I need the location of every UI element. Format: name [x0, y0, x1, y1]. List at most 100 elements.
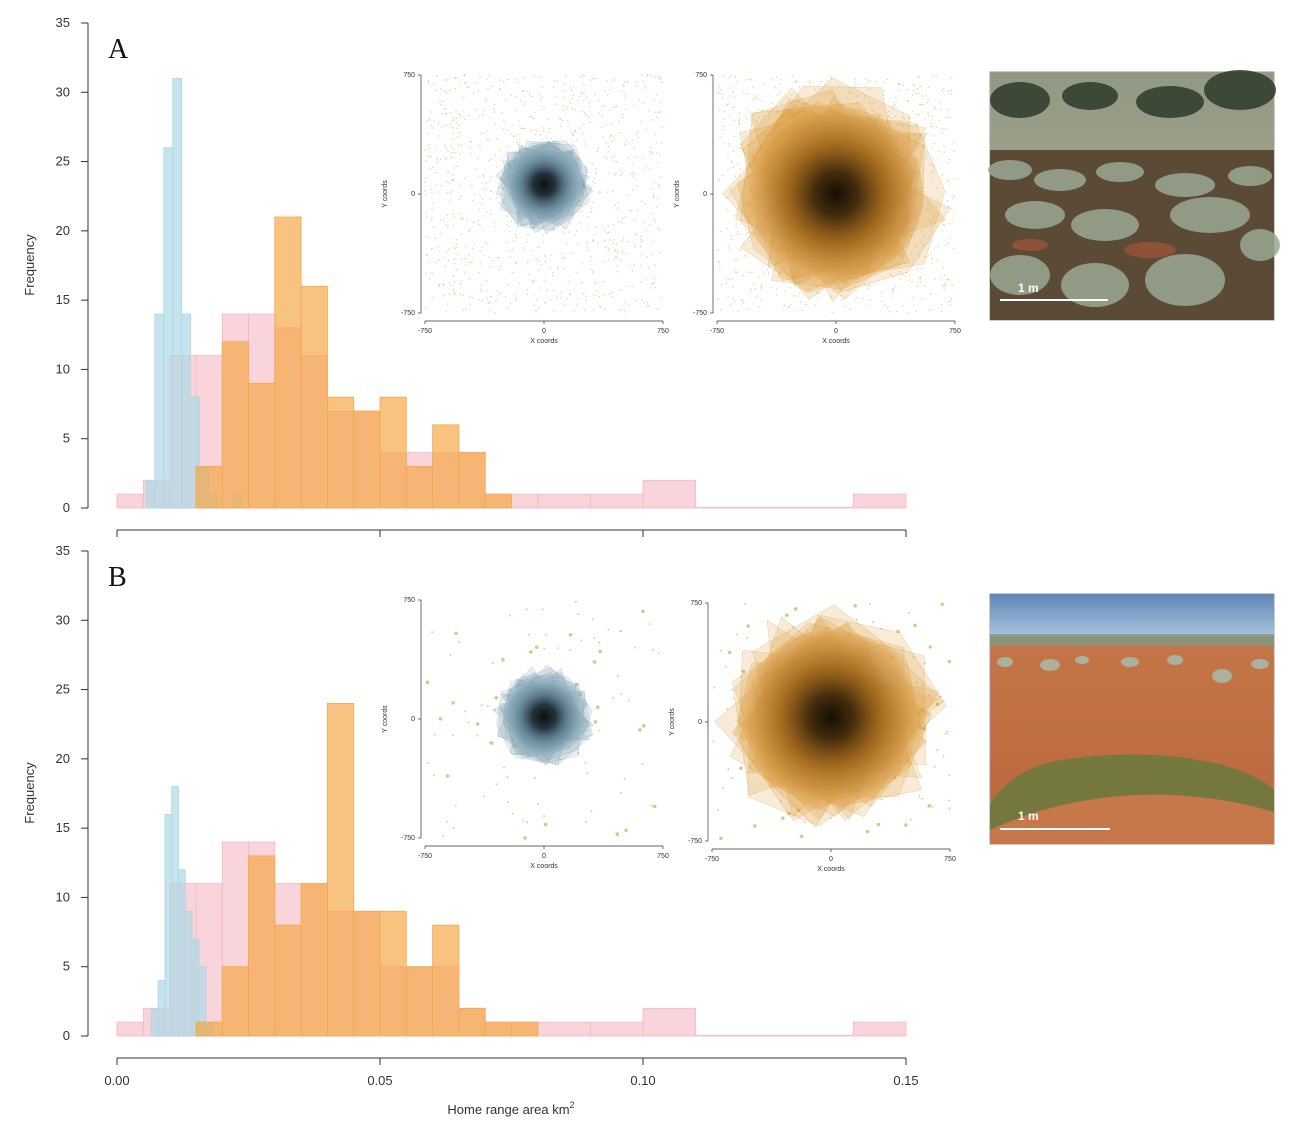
y-tick-label: 20 [56, 223, 70, 238]
inset-x-tick-label: 750 [949, 328, 961, 335]
inset-y-tick-label: 0 [411, 716, 415, 723]
y-tick-label: 5 [63, 959, 70, 974]
inset-x-tick-label: -750 [705, 856, 719, 863]
y-tick-label: 10 [56, 889, 70, 904]
y-axis-label-b: Frequency [22, 762, 37, 824]
bar [178, 869, 186, 1037]
inset-y-tick-label: 750 [695, 72, 707, 79]
x-axis-label: Home range area km2 [447, 1100, 574, 1117]
inset-y-tick-label: -750 [693, 310, 707, 317]
bar [274, 216, 302, 509]
bar [190, 396, 200, 509]
x-axis-a [116, 529, 907, 537]
y-tick-label: 25 [56, 154, 70, 169]
y-tick-label: 35 [56, 543, 70, 558]
series-1 [150, 786, 214, 1037]
y-tick-label: 25 [56, 682, 70, 697]
inset-x-label: X coords [530, 863, 558, 870]
histogram-b [116, 703, 907, 1037]
inset-axes: -750 -750 0 0 750 750 X coords Y coords [669, 600, 956, 873]
bar [248, 382, 276, 509]
bar [853, 493, 907, 509]
y-tick-label: 5 [63, 431, 70, 446]
home-range-insets: -750 -750 0 0 750 750 X coords Y coords -750 -750… [382, 72, 961, 873]
bar [172, 78, 183, 509]
bar [157, 980, 166, 1037]
inset-y-label: Y coords [674, 180, 681, 208]
inset-x-tick-label: 750 [944, 856, 956, 863]
y-tick-label: 10 [56, 361, 70, 376]
inset-y-tick-label: 0 [703, 191, 707, 198]
x-tick-label: 0.00 [104, 1073, 129, 1088]
y-tick-label: 15 [56, 820, 70, 835]
bar [432, 424, 460, 509]
bar [248, 855, 276, 1037]
inset-x-tick-label: -750 [710, 328, 724, 335]
inset-plot-2: -750 -750 0 0 750 750 X coords Y coords [674, 72, 961, 345]
bar [405, 966, 433, 1037]
x-tick-label: 0.10 [630, 1073, 655, 1088]
y-tick-label: 15 [56, 292, 70, 307]
habitat-photo-a: 1 m [988, 70, 1280, 321]
density-core [748, 106, 924, 282]
inset-axes: -750 -750 0 0 750 750 X coords Y coords [674, 72, 961, 345]
bar [116, 1021, 144, 1037]
inset-y-tick-label: 750 [690, 600, 702, 607]
inset-y-label: Y coords [669, 708, 676, 736]
home-range-polygons-blue [491, 664, 595, 767]
bar [458, 452, 486, 509]
scale-label-a: 1 m [1018, 281, 1039, 295]
inset-x-tick-label: -750 [418, 328, 432, 335]
bar [353, 410, 381, 509]
y-axis-b: 0 5 10 15 20 25 30 35 [56, 543, 89, 1043]
series-2 [195, 703, 539, 1037]
panel-b: B 0 5 10 15 20 25 30 35 0.00 0.05 0.10 0.15 Freque… [22, 543, 919, 1117]
bar [326, 703, 355, 1037]
bar [181, 313, 192, 509]
inset-axes: -750 -750 0 0 750 750 X coords Y coords [382, 597, 669, 870]
bar [484, 493, 512, 509]
bar [164, 813, 173, 1037]
bar [642, 479, 696, 509]
y-tick-label: 20 [56, 751, 70, 766]
bar [432, 924, 460, 1037]
bar [379, 910, 407, 1037]
y-tick-label: 0 [63, 1028, 70, 1043]
density-core [504, 677, 584, 756]
home-range-polygons-orange [722, 77, 951, 303]
density-core [743, 629, 919, 805]
bar [484, 1021, 512, 1037]
bar [221, 341, 249, 509]
inset-x-tick-label: -750 [418, 853, 432, 860]
bar [145, 479, 156, 509]
bar [300, 285, 328, 509]
bar [195, 1021, 223, 1037]
inset-plot-1: -750 -750 0 0 750 750 X coords Y coords [382, 72, 669, 345]
inset-y-tick-label: 0 [411, 191, 415, 198]
bar [221, 966, 249, 1037]
bar [184, 910, 193, 1037]
home-range-polygons-orange [714, 604, 947, 828]
habitat-photo-b: 1 m [989, 593, 1275, 845]
panel-label-b: B [108, 562, 127, 593]
inset-x-tick-label: 0 [542, 328, 546, 335]
inset-plot-4: -750 -750 0 0 750 750 X coords Y coords [669, 600, 956, 873]
bar [353, 910, 381, 1037]
density-core [506, 146, 582, 222]
inset-x-label: X coords [530, 338, 558, 345]
inset-y-tick-label: 0 [698, 719, 702, 726]
inset-y-tick-label: 750 [403, 597, 415, 604]
bar [590, 493, 644, 509]
bar [191, 938, 200, 1037]
bar [537, 493, 591, 509]
y-tick-label: 30 [56, 84, 70, 99]
bar [195, 466, 223, 509]
bar [274, 924, 302, 1037]
inset-plot-3: -750 -750 0 0 750 750 X coords Y coords [382, 597, 669, 870]
inset-x-label: X coords [822, 338, 850, 345]
resource-points [424, 74, 664, 314]
bar [511, 1021, 539, 1037]
scale-label-b: 1 m [1018, 809, 1039, 823]
bar [537, 1021, 591, 1037]
inset-y-tick-label: -750 [401, 835, 415, 842]
